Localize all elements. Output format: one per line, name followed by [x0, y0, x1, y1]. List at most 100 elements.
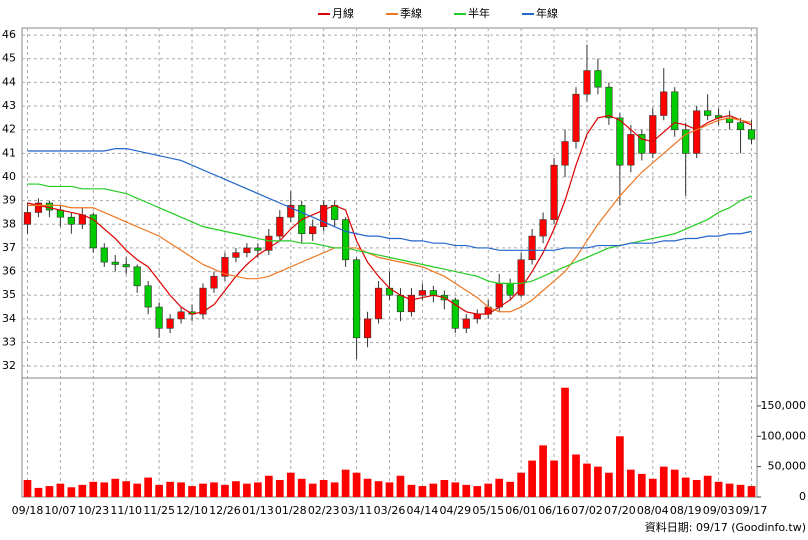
- candle-body: [539, 219, 547, 237]
- candle-body: [583, 70, 591, 95]
- candle-body: [506, 283, 514, 296]
- volume-bar: [308, 483, 317, 497]
- legend-label: 年線: [536, 6, 558, 20]
- y2-tick-label: 150,000: [761, 399, 807, 412]
- volume-bar: [473, 486, 482, 497]
- y-tick-label: 40: [2, 170, 16, 183]
- candle-body: [199, 287, 207, 315]
- candle-body: [232, 252, 240, 258]
- volume-bar: [670, 469, 679, 497]
- y-tick-label: 43: [2, 99, 16, 112]
- candle-body: [418, 290, 427, 296]
- candle-body: [374, 287, 383, 320]
- candle-body: [550, 164, 558, 220]
- volume-bar: [616, 436, 624, 497]
- y2-tick-label: 0: [799, 490, 806, 503]
- volume-bar: [407, 484, 416, 497]
- volume-bar: [736, 484, 745, 497]
- volume-bar: [484, 483, 493, 497]
- candle-body: [309, 226, 317, 235]
- x-tick-label: 02/23: [308, 504, 340, 517]
- candle-body: [287, 205, 295, 218]
- volume-bar: [45, 486, 54, 497]
- candle-body: [254, 247, 262, 251]
- y-tick-label: 35: [2, 288, 16, 301]
- x-tick-label: 09/18: [12, 504, 44, 517]
- candle-body: [352, 259, 361, 339]
- volume-bar: [78, 484, 87, 497]
- volume-bar: [330, 482, 339, 497]
- candle-body: [429, 290, 437, 296]
- x-tick-label: 08/04: [637, 504, 669, 517]
- candle-body: [265, 235, 273, 251]
- volume-bar: [144, 477, 152, 497]
- x-tick-label: 10/07: [45, 504, 77, 517]
- volume-bar: [539, 445, 547, 497]
- candle-body: [45, 202, 54, 211]
- x-tick-label: 03/26: [374, 504, 406, 517]
- volume-bar: [363, 478, 372, 497]
- volume-bar: [659, 466, 668, 497]
- x-tick-label: 10/23: [77, 504, 109, 517]
- x-tick-label: 01/28: [275, 504, 307, 517]
- candle-body: [177, 311, 185, 320]
- candle-body: [342, 219, 350, 261]
- candle-body: [616, 117, 624, 166]
- y-tick-label: 41: [2, 146, 16, 159]
- candle-body: [462, 318, 470, 329]
- x-tick-label: 06/16: [538, 504, 570, 517]
- candle-body: [528, 235, 536, 261]
- ma-line: [27, 148, 752, 251]
- candle-body: [747, 129, 756, 140]
- candle-body: [660, 91, 668, 116]
- candle-body: [736, 122, 745, 130]
- volume-bar: [506, 481, 515, 497]
- volume-bar: [352, 472, 361, 497]
- volume-bar: [100, 482, 109, 497]
- volume-bar: [725, 483, 734, 497]
- volume-bar: [451, 482, 460, 497]
- x-tick-label: 09/03: [703, 504, 735, 517]
- candle-body: [407, 294, 416, 313]
- y2-tick-label: 50,000: [768, 460, 807, 473]
- volume-bar: [495, 478, 504, 497]
- volume-bar: [637, 473, 646, 497]
- candle-body: [111, 261, 119, 265]
- x-tick-label: 05/15: [472, 504, 504, 517]
- candle-body: [89, 214, 97, 249]
- y-tick-label: 39: [2, 194, 16, 207]
- volume-bar: [254, 482, 262, 497]
- y-tick-label: 36: [2, 265, 16, 278]
- y-tick-label: 32: [2, 359, 16, 372]
- volume-bar: [692, 480, 701, 497]
- candle-body: [166, 318, 174, 329]
- volume-bar: [396, 475, 405, 497]
- volume-bar: [297, 478, 306, 497]
- candle-body: [276, 216, 284, 237]
- x-tick-label: 04/14: [407, 504, 439, 517]
- ma-line: [27, 114, 752, 315]
- x-tick-label: 07/02: [571, 504, 603, 517]
- candle-body: [638, 134, 646, 154]
- candle-body: [122, 264, 130, 268]
- volume-bar: [264, 475, 273, 497]
- volume-bar: [232, 481, 240, 497]
- volume-bar: [374, 481, 383, 497]
- x-tick-label: 12/10: [176, 504, 208, 517]
- x-tick-label: 06/01: [505, 504, 537, 517]
- x-tick-label: 01/13: [242, 504, 274, 517]
- footer: 資料日期: 09/17 (Goodinfo.tw): [645, 520, 806, 534]
- candle-body: [155, 306, 163, 329]
- volume-bar: [418, 486, 427, 497]
- volume-bar: [747, 486, 756, 497]
- volume-bar: [67, 487, 76, 497]
- candle-body: [133, 266, 141, 287]
- y-tick-label: 44: [2, 75, 16, 88]
- candle-body: [649, 115, 657, 154]
- candle-body: [396, 294, 405, 313]
- candle-body: [473, 313, 481, 320]
- volume-bar: [177, 482, 185, 497]
- candle-body: [363, 318, 372, 339]
- candle-body: [704, 110, 712, 116]
- volume-bar: [286, 472, 295, 497]
